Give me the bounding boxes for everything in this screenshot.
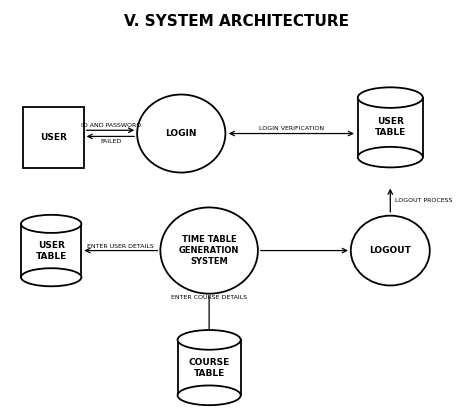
Text: LOGIN: LOGIN	[165, 129, 197, 138]
Text: LOGOUT: LOGOUT	[369, 246, 411, 255]
Text: V. SYSTEM ARCHITECTURE: V. SYSTEM ARCHITECTURE	[125, 15, 349, 29]
Text: ENTER COURSE DETAILS: ENTER COURSE DETAILS	[171, 295, 247, 300]
Text: LOGOUT PROCESS: LOGOUT PROCESS	[395, 198, 452, 203]
Ellipse shape	[178, 330, 241, 350]
Ellipse shape	[358, 147, 423, 168]
Text: ENTER USER DETAILS: ENTER USER DETAILS	[88, 243, 154, 248]
Ellipse shape	[358, 87, 423, 108]
Text: USER: USER	[40, 133, 67, 142]
Text: LOGIN VERIFICATION: LOGIN VERIFICATION	[259, 127, 324, 132]
Circle shape	[160, 207, 258, 294]
FancyBboxPatch shape	[178, 340, 241, 395]
Ellipse shape	[21, 268, 82, 286]
FancyBboxPatch shape	[23, 107, 84, 168]
Text: USER
TABLE: USER TABLE	[36, 241, 67, 261]
Circle shape	[137, 95, 226, 173]
Text: USER
TABLE: USER TABLE	[374, 117, 406, 137]
Circle shape	[351, 216, 430, 285]
Text: FAILED: FAILED	[100, 139, 121, 144]
FancyBboxPatch shape	[21, 224, 82, 277]
FancyBboxPatch shape	[358, 98, 423, 157]
Text: COURSE
TABLE: COURSE TABLE	[189, 357, 230, 378]
Ellipse shape	[178, 385, 241, 405]
Text: ID AND PASSWORD: ID AND PASSWORD	[81, 123, 141, 128]
Text: TIME TABLE
GENERATION
SYSTEM: TIME TABLE GENERATION SYSTEM	[179, 235, 239, 266]
Ellipse shape	[21, 215, 82, 233]
